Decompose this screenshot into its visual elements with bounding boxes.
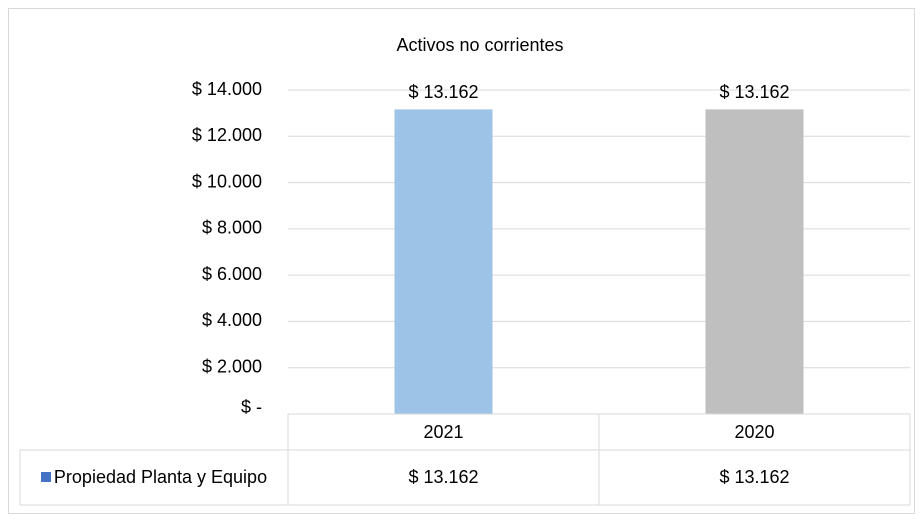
- table-cell: $ 13.162: [408, 467, 478, 487]
- y-tick-label: $ 12.000: [192, 125, 262, 145]
- y-tick-label: $ -: [241, 397, 262, 417]
- y-tick-label: $ 10.000: [192, 171, 262, 191]
- legend-label: Propiedad Planta y Equipo: [53, 467, 268, 487]
- data-label: $ 13.162: [408, 82, 478, 102]
- y-tick-label: $ 2.000: [202, 356, 262, 376]
- chart-title: Activos no corrientes: [396, 35, 563, 55]
- bar: [705, 109, 804, 415]
- y-tick-label: $ 6.000: [202, 264, 262, 284]
- legend-key: [40, 472, 51, 482]
- x-tick-label: 2020: [734, 422, 774, 442]
- bar: [394, 109, 493, 415]
- x-tick-label: 2021: [423, 422, 463, 442]
- y-tick-label: $ 8.000: [202, 218, 262, 238]
- legend-box: Propiedad Planta y Equipo: [40, 467, 268, 488]
- data-label: $ 13.162: [719, 82, 789, 102]
- table-cell: $ 13.162: [719, 467, 789, 487]
- y-tick-label: $ 4.000: [202, 310, 262, 330]
- legend-entry: Propiedad Planta y Equipo: [22, 451, 286, 504]
- y-tick-label: $ 14.000: [192, 79, 262, 99]
